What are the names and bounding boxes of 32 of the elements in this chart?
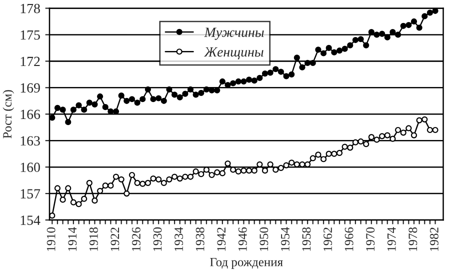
x-tick-label: 1974	[387, 227, 396, 251]
x-tick-label: 1934	[174, 227, 183, 251]
x-tick-label: 1958	[302, 227, 311, 251]
x-tick-label: 1966	[344, 227, 354, 251]
x-tick-label: 1914	[68, 227, 77, 251]
x-tick-label: 1910	[46, 227, 56, 251]
y-tick-label: 154	[20, 216, 40, 225]
x-tick-label: 1970	[366, 227, 375, 251]
y-tick-label: 172	[20, 56, 40, 66]
y-axis-title: Рост (см)	[2, 90, 14, 138]
x-tick-label: 1942	[217, 228, 226, 251]
y-tick-label: 178	[20, 4, 40, 14]
x-axis-title: Год рождения	[210, 258, 283, 269]
legend-label: Мужчины	[204, 28, 264, 40]
x-tick-label: 1982	[430, 228, 438, 251]
x-tick-label: 1926	[132, 227, 140, 251]
x-tick-label: 1946	[238, 227, 247, 251]
x-tick-label: 1954	[281, 227, 290, 251]
y-tick-label: 166	[20, 110, 40, 120]
x-tick-label: 1938	[196, 227, 204, 251]
y-tick-label: 163	[20, 136, 40, 146]
y-tick-label: 160	[20, 162, 40, 172]
x-tick-label: 1962	[324, 228, 332, 251]
x-tick-label: 1918	[89, 227, 98, 251]
y-tick-label: 169	[20, 83, 40, 93]
x-tick-label: 1978	[408, 227, 418, 251]
legend-label: Женщины	[204, 47, 264, 60]
x-tick-label: 1930	[153, 227, 162, 251]
x-tick-label: 1950	[260, 227, 268, 251]
y-tick-label: 157	[20, 189, 40, 198]
x-tick-label: 1922	[110, 228, 120, 251]
y-tick-label: 175	[20, 30, 40, 40]
